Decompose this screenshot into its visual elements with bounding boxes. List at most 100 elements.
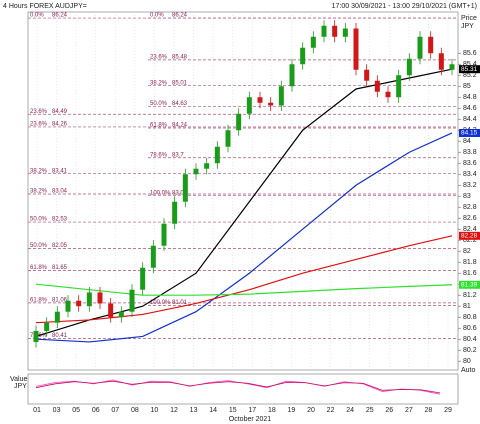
candle-body: [161, 223, 167, 246]
candle-body: [236, 113, 242, 131]
fib-pct: 100.0%: [150, 300, 171, 306]
fib-pct: 38.2%: [30, 189, 48, 195]
last-value-box: [459, 280, 480, 289]
candle-body: [65, 300, 71, 312]
last-value-box: [459, 231, 480, 240]
x-tick-label: 15: [229, 407, 237, 414]
last-value: 81.39: [461, 281, 478, 288]
range-label: 17:00 30/09/2021 - 13:00 29/10/2021 (GMT…: [332, 3, 477, 10]
x-tick-label: 03: [53, 407, 61, 414]
fib-value: 86.24: [52, 13, 68, 19]
fib-pct: 61.8%: [150, 123, 168, 129]
fib-value: 81.06: [52, 297, 68, 303]
candle-body: [33, 330, 39, 342]
y-tick-label: 85.6: [463, 50, 477, 57]
candle-body: [300, 47, 306, 65]
candle-body: [385, 91, 391, 98]
x-tick-label: 24: [346, 407, 354, 414]
x-tick-label: 19: [288, 407, 296, 414]
fib-value: 83.7: [172, 152, 184, 158]
x-tick-label: 25: [366, 407, 374, 414]
oscillator-frame: [27, 373, 459, 405]
x-tick-label: 07: [111, 407, 119, 414]
y-tick-label: 80: [463, 358, 471, 365]
x-axis-label: October 2021: [229, 416, 272, 423]
candle-body: [225, 130, 231, 147]
last-value: 85.31: [461, 66, 478, 73]
fib-pct: 38.2%: [150, 80, 168, 86]
oscillator-line: [35, 380, 441, 394]
fib-pct: 38.2%: [30, 168, 48, 174]
candle-body: [204, 163, 210, 169]
x-tick-label: 28: [425, 407, 433, 414]
x-tick-label: 29: [444, 407, 452, 414]
y-tick-label: 82: [463, 248, 471, 255]
candle-body: [246, 97, 252, 114]
chart-title: 4 Hours FOREX AUDJPY=: [3, 3, 87, 10]
fib-value: 82.53: [52, 217, 68, 223]
fib-pct: 78.6%: [30, 333, 48, 339]
candle-body: [54, 311, 60, 323]
candle-body: [182, 174, 188, 202]
fib-value: 80.41: [52, 333, 68, 339]
candle-body: [438, 53, 444, 70]
axis-label: Price: [461, 15, 477, 22]
fib-value: 85.48: [172, 54, 188, 60]
fib-pct: 23.6%: [150, 54, 168, 60]
fib-pct: 61.8%: [30, 265, 48, 271]
candle-body: [374, 80, 380, 92]
candle-body: [129, 289, 135, 312]
fib-pct: 0.0%: [150, 13, 164, 19]
fib-pct: 78.6%: [150, 152, 168, 158]
x-tick-label: 05: [72, 407, 80, 414]
y-tick-label: 82.8: [463, 204, 477, 211]
fib-value: 82.05: [52, 243, 68, 249]
fib-value: 84.26: [52, 122, 68, 128]
candle-body: [193, 168, 199, 175]
y-tick-label: 82.6: [463, 215, 477, 222]
candle-body: [278, 86, 284, 106]
candle-body: [449, 64, 455, 70]
last-value: 84.15: [461, 130, 478, 137]
candle-body: [140, 267, 146, 290]
fib-pct: 0.0%: [30, 13, 44, 19]
y-tick-label: 84: [463, 138, 471, 145]
osc-label: JPY: [14, 383, 27, 390]
y-tick-label: 81.8: [463, 259, 477, 266]
candle-body: [118, 311, 124, 318]
fib-value: 81.01: [172, 300, 188, 306]
candle-body: [268, 102, 274, 106]
y-tick-label: 81.6: [463, 270, 477, 277]
x-tick-label: 06: [92, 407, 100, 414]
candle-body: [44, 322, 50, 331]
axis-label: JPY: [461, 23, 474, 30]
moving-average: [35, 283, 453, 296]
y-tick-label: 85.2: [463, 72, 477, 79]
x-tick-label: 14: [209, 407, 217, 414]
candle-body: [353, 28, 359, 70]
candle-body: [214, 146, 220, 164]
y-tick-label: 80.4: [463, 336, 477, 343]
y-tick-label: 80.2: [463, 347, 477, 354]
candle-body: [150, 245, 156, 268]
auto-label: Auto: [461, 367, 476, 374]
x-tick-label: 13: [190, 407, 198, 414]
candle-body: [417, 36, 423, 59]
fib-pct: 50.0%: [30, 217, 48, 223]
candle-body: [428, 36, 434, 54]
fib-pct: 100.0%: [150, 190, 171, 196]
y-tick-label: 84.8: [463, 94, 477, 101]
candle-body: [406, 58, 412, 76]
candle-body: [97, 292, 103, 304]
fib-pct: 23.6%: [30, 109, 48, 115]
candle-body: [172, 201, 178, 224]
fib-value: 84.63: [172, 101, 188, 107]
y-tick-label: 82.2: [463, 237, 477, 244]
candle-body: [342, 28, 348, 37]
y-tick-label: 83.4: [463, 171, 477, 178]
x-tick-label: 22: [327, 407, 335, 414]
y-tick-label: 80.8: [463, 314, 477, 321]
y-tick-label: 84.4: [463, 116, 477, 123]
y-tick-label: 85: [463, 83, 471, 90]
candle-body: [364, 69, 370, 81]
